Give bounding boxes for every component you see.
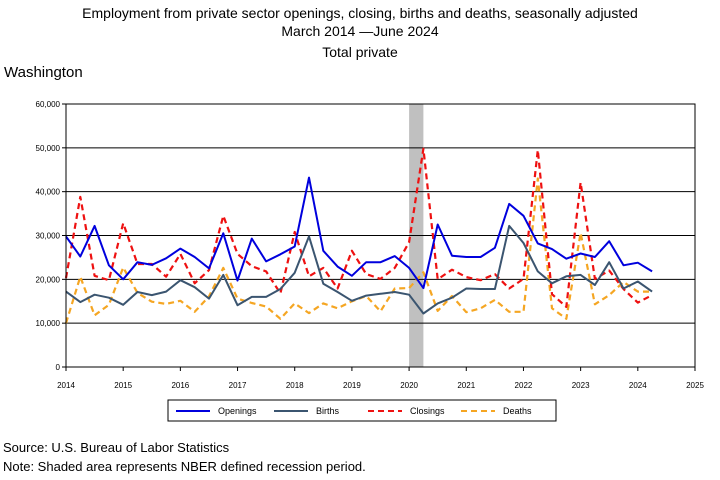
x-tick-label: 2020 <box>400 381 418 390</box>
x-tick-label: 2025 <box>686 381 704 390</box>
y-tick-label: 30,000 <box>36 232 61 241</box>
legend-label-deaths: Deaths <box>503 406 532 416</box>
x-tick-label: 2024 <box>629 381 647 390</box>
source-footnote: Source: U.S. Bureau of Labor Statistics <box>3 440 230 455</box>
y-tick-label: 60,000 <box>36 100 61 109</box>
y-tick-label: 10,000 <box>36 319 61 328</box>
x-axis: 2014 2015 2016 2017 2018 2019 2020 2021 2022 2023… <box>57 367 704 390</box>
series-line-births <box>65 224 653 315</box>
series-line-closings <box>64 147 653 308</box>
x-tick-label: 2021 <box>457 381 475 390</box>
x-tick-label: 2016 <box>171 381 189 390</box>
state-label: Washington <box>4 64 83 81</box>
y-tick-label: 40,000 <box>36 188 61 197</box>
y-tick-label: 20,000 <box>36 275 61 284</box>
x-tick-label: 2017 <box>229 381 247 390</box>
chart-subtitle-sector: Total private <box>322 44 398 60</box>
x-tick-label: 2019 <box>343 381 361 390</box>
legend-box <box>167 399 557 422</box>
x-tick-label: 2015 <box>114 381 132 390</box>
legend-label-births: Births <box>316 406 340 416</box>
chart-subtitle-period: March 2014 —June 2024 <box>281 23 439 39</box>
x-tick-label: 2014 <box>57 381 75 390</box>
y-tick-label: 50,000 <box>36 144 61 153</box>
recession-footnote: Note: Shaded area represents NBER define… <box>3 459 366 474</box>
series-layer <box>64 147 653 324</box>
series-line-deaths <box>64 177 653 324</box>
x-tick-label: 2018 <box>286 381 304 390</box>
legend: Openings Births Closings Deaths <box>167 399 557 422</box>
y-tick-label: 0 <box>56 363 61 372</box>
grid-layer <box>66 147 695 324</box>
x-tick-label: 2022 <box>515 381 533 390</box>
legend-label-openings: Openings <box>218 406 257 416</box>
chart-title: Employment from private sector openings,… <box>82 5 638 21</box>
y-axis: 0 10,000 20,000 30,000 40,000 50,000 60,000 <box>36 100 66 372</box>
legend-label-closings: Closings <box>410 406 445 416</box>
series-line-openings <box>65 176 653 290</box>
x-tick-label: 2023 <box>572 381 590 390</box>
